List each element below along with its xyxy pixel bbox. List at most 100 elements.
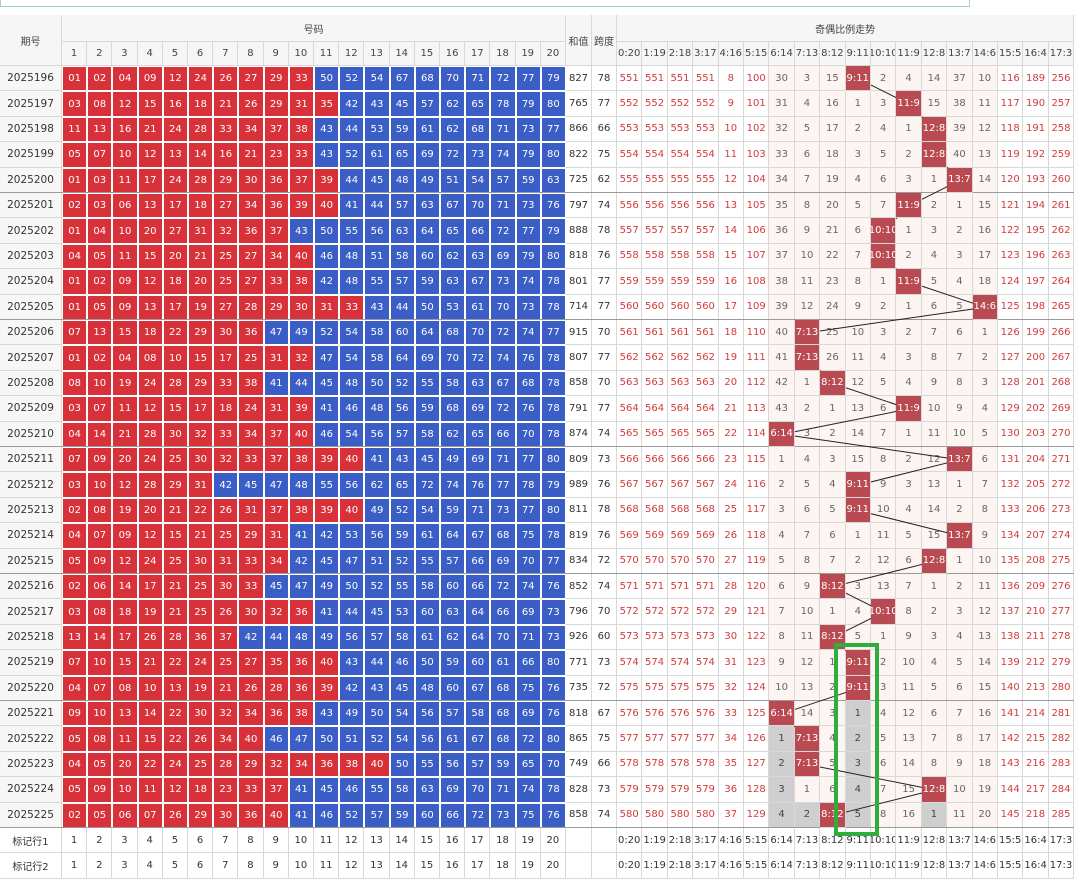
miss-count: 3: [921, 624, 948, 651]
ball-number: 43: [364, 675, 390, 701]
miss-count: 12: [718, 167, 744, 193]
ball-number: 36: [314, 751, 340, 778]
ball-number: 28: [137, 421, 163, 447]
ball-number: 14: [137, 701, 163, 727]
ball-number: 46: [314, 802, 340, 828]
highlight-box: [834, 643, 879, 836]
ball-number: 50: [314, 218, 340, 244]
miss-count: 139: [998, 650, 1024, 676]
ball-number: 19: [112, 497, 138, 524]
ball-number: 17: [213, 345, 239, 371]
ball-number: 26: [162, 802, 188, 828]
miss-count: 283: [1048, 751, 1075, 778]
ball-number: 21: [137, 116, 163, 143]
ball-number: 59: [389, 523, 415, 549]
miss-count: 15: [921, 523, 948, 549]
miss-count: 25: [718, 497, 744, 524]
number-column-label: 9: [263, 42, 289, 66]
ball-number: 21: [188, 523, 214, 549]
miss-count: 100: [744, 66, 770, 92]
miss-count: 2: [769, 751, 795, 778]
ball-number: 27: [162, 218, 188, 244]
ball-number: 55: [364, 269, 390, 295]
group-divider: [0, 192, 1075, 193]
ball-number: 56: [389, 396, 415, 422]
ball-number: 50: [314, 66, 340, 92]
miss-count: 3: [871, 91, 897, 117]
footer-ratio: 17:3: [1048, 828, 1075, 854]
miss-count: 213: [1023, 675, 1049, 701]
miss-count: 265: [1048, 294, 1075, 320]
ball-number: 29: [238, 523, 264, 549]
ball-number: 65: [515, 751, 541, 778]
miss-count: 7: [947, 701, 973, 727]
miss-count: 577: [642, 726, 668, 752]
miss-count: 117: [998, 91, 1024, 117]
miss-count: 39: [947, 116, 973, 143]
ball-number: 60: [465, 650, 491, 676]
ball-number: 70: [515, 421, 541, 447]
miss-count: 17: [718, 294, 744, 320]
ball-number: 10: [87, 370, 113, 397]
miss-count: 10: [947, 777, 973, 803]
ball-number: 71: [490, 777, 516, 803]
miss-count: 557: [693, 218, 719, 244]
miss-count: 275: [1048, 548, 1075, 574]
ball-number: 14: [87, 421, 113, 447]
ball-number: 70: [490, 624, 516, 651]
miss-count: 115: [744, 447, 770, 473]
issue: 2025206: [0, 320, 62, 346]
miss-count: 19: [718, 345, 744, 371]
ball-number: 26: [137, 624, 163, 651]
ball-number: 34: [238, 193, 264, 219]
span-value: 74: [592, 193, 617, 219]
ball-number: 13: [87, 320, 113, 346]
ball-number: 38: [288, 116, 314, 143]
miss-count: 3: [845, 142, 871, 168]
miss-count: 20: [972, 802, 998, 828]
ball-number: 30: [238, 599, 264, 625]
ball-number: 41: [314, 396, 340, 422]
ball-number: 48: [414, 675, 440, 701]
miss-count: 572: [642, 599, 668, 625]
miss-count: 2: [896, 320, 922, 346]
ball-number: 31: [263, 523, 289, 549]
ball-number: 01: [62, 345, 88, 371]
miss-count: 5: [769, 548, 795, 574]
ball-number: 44: [389, 294, 415, 320]
ball-number: 54: [364, 66, 390, 92]
miss-count: 6: [972, 447, 998, 473]
ball-number: 31: [188, 472, 214, 498]
ball-number: 37: [288, 167, 314, 193]
miss-count: 282: [1048, 726, 1075, 752]
miss-count: 112: [744, 370, 770, 397]
ball-number: 71: [490, 116, 516, 143]
ratio-column-label: 7:13: [794, 42, 821, 66]
sum-value: 827: [566, 66, 592, 92]
ball-number: 74: [515, 269, 541, 295]
ball-number: 48: [389, 167, 415, 193]
miss-count: 6: [921, 701, 948, 727]
miss-count: 28: [718, 574, 744, 600]
ball-number: 60: [389, 320, 415, 346]
miss-count: 561: [617, 320, 643, 346]
ball-number: 65: [465, 421, 491, 447]
ball-number: 72: [465, 345, 491, 371]
ball-number: 27: [238, 269, 264, 295]
ball-number: 19: [112, 370, 138, 397]
ball-number: 46: [314, 243, 340, 270]
footer-number: 8: [238, 853, 264, 879]
ball-number: 76: [540, 193, 566, 219]
miss-count: 142: [998, 726, 1024, 752]
group-divider: [0, 446, 1075, 447]
ball-number: 56: [339, 624, 365, 651]
sum-value: 874: [566, 421, 592, 447]
ball-number: 70: [465, 320, 491, 346]
miss-count: 18: [972, 269, 998, 295]
ratio-column-label: 15:5: [998, 42, 1024, 66]
ball-number: 25: [213, 269, 239, 295]
miss-count: 125: [998, 294, 1024, 320]
miss-count: 5: [794, 116, 821, 143]
group-divider: [0, 573, 1075, 574]
miss-count: 559: [667, 269, 694, 295]
